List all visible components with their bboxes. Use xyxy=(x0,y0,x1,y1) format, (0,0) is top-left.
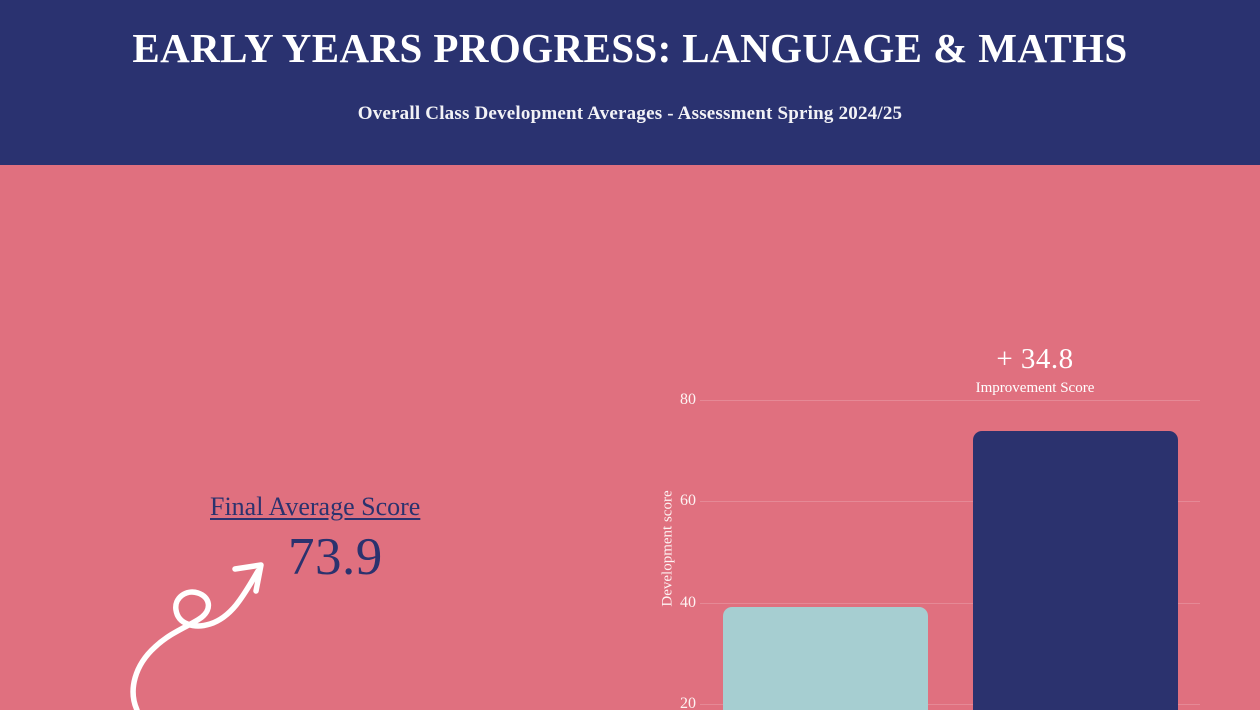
content-area: Final Average Score 73.9 39.1 Initial Av… xyxy=(0,165,1260,710)
plot-area xyxy=(700,375,1200,710)
gridline xyxy=(700,602,1200,604)
page-subtitle: Overall Class Development Averages - Ass… xyxy=(357,103,903,124)
final-score-value: 73.9 xyxy=(288,528,383,586)
bar-chart: Development score 020406080 Assessments … xyxy=(640,335,1200,710)
gridline xyxy=(700,400,1200,402)
y-tick-label: 60 xyxy=(680,492,696,510)
header-banner: EARLY YEARS PROGRESS: LANGUAGE & MATHS O… xyxy=(0,0,1260,165)
y-axis-ticks: 020406080 xyxy=(640,375,696,710)
bar-initial[interactable] xyxy=(722,607,928,710)
y-tick-label: 40 xyxy=(680,593,696,611)
y-tick-label: 80 xyxy=(680,391,696,409)
bar-final[interactable] xyxy=(972,431,1178,710)
page-title: EARLY YEARS PROGRESS: LANGUAGE & MATHS xyxy=(132,25,1128,71)
y-tick-label: 20 xyxy=(680,694,696,710)
gridline xyxy=(700,501,1200,503)
final-score-label: Final Average Score xyxy=(210,492,421,521)
improvement-score-value: + 34.8 xyxy=(996,343,1074,375)
gridline xyxy=(700,703,1200,705)
curved-loop-arrow-icon xyxy=(130,562,264,710)
improvement-score-label: Improvement Score xyxy=(975,380,1095,396)
